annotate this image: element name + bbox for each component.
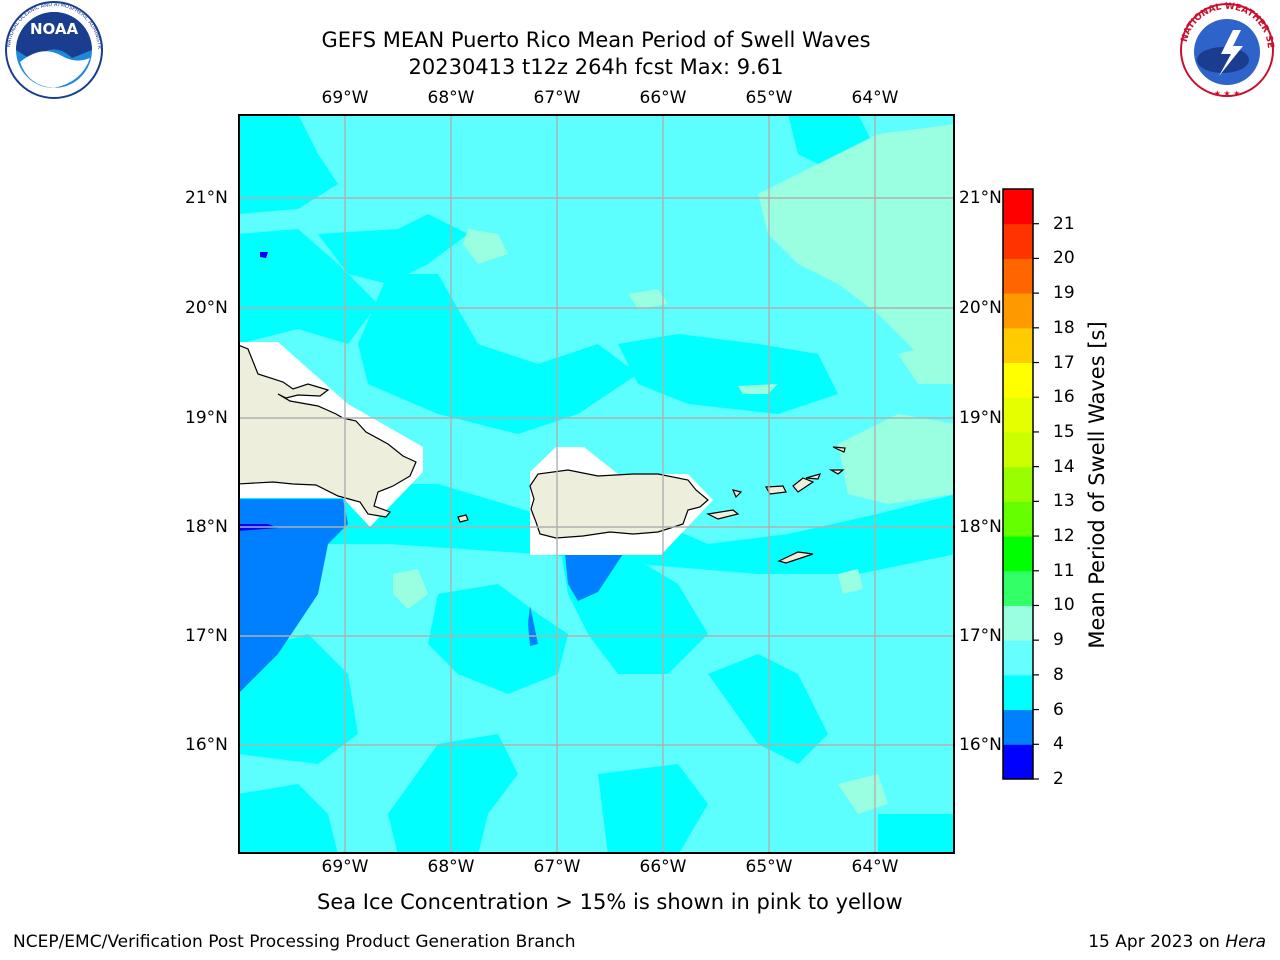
colorbar-bin [1003,501,1033,537]
nws-logo: NATIONAL WEATHER SERVICE ★ ★ ★ [1177,0,1275,98]
colorbar-tick-label: 4 [1053,734,1064,755]
colorbar-tick-label: 9 [1053,630,1064,651]
lat-label-left: 20°N [185,298,228,318]
lon-label-top: 66°W [639,88,687,108]
colorbar-bin [1003,397,1033,433]
colorbar-bin [1003,640,1033,676]
colorbar [1002,188,1039,780]
lon-label-bottom: 64°W [851,857,899,877]
title-line-2: 20230413 t12z 264h fcst Max: 9.61 [408,55,784,79]
land-mona-island [457,514,469,523]
lat-label-left: 18°N [185,517,228,537]
lat-label-right: 18°N [959,517,1002,537]
colorbar-tick-label: 11 [1053,560,1075,581]
contour-9-10 [758,124,954,374]
title-line-1: GEFS MEAN Puerto Rico Mean Period of Swe… [321,28,871,52]
colorbar-tick-label: 17 [1053,352,1075,373]
colorbar-bin [1003,536,1033,572]
contour-4-6 [239,499,348,693]
land-hispaniola [239,344,417,518]
lat-label-right: 20°N [959,298,1002,318]
colorbar-label: Mean Period of Swell Waves [s] [1085,321,1109,649]
footer-host: Hera [1225,932,1266,952]
svg-text:NOAA: NOAA [30,20,79,38]
lat-label-left: 19°N [185,408,228,428]
colorbar-bin [1003,709,1033,745]
colorbar-bin [1003,466,1033,502]
lon-label-top: 69°W [321,88,369,108]
colorbar-tick-label: 20 [1053,248,1075,269]
colorbar-bin [1003,293,1033,329]
lat-label-right: 17°N [959,626,1002,646]
lat-label-left: 17°N [185,626,228,646]
colorbar-bin [1003,258,1033,294]
colorbar-tick-label: 10 [1053,595,1075,616]
colorbar-bin [1003,189,1033,225]
lon-label-bottom: 69°W [321,857,369,877]
lon-label-top: 67°W [533,88,581,108]
lon-label-top: 65°W [745,88,793,108]
colorbar-bin [1003,327,1033,364]
colorbar-tick-label: 12 [1053,526,1075,547]
colorbar-bin [1003,362,1033,398]
colorbar-bin [1003,431,1033,468]
colorbar-tick-label: 8 [1053,664,1064,685]
land-virgin-islands [706,446,846,564]
colorbar-tick-label: 6 [1053,699,1064,720]
lon-label-bottom: 67°W [533,857,581,877]
colorbar-tick-label: 21 [1053,213,1075,234]
colorbar-bin [1003,605,1033,641]
lon-label-bottom: 66°W [639,857,687,877]
colorbar-tick-label: 2 [1053,769,1064,789]
noaa-logo: NOAA NATIONAL OCEANIC AND ATMOSPHERIC AD… [2,0,103,99]
contour-6-8-north [239,115,338,214]
colorbar-tick-label: 18 [1053,317,1075,338]
swell-period-map [238,114,955,854]
lon-label-top: 68°W [427,88,475,108]
footer-date: 15 Apr 2023 on Hera [1088,932,1266,952]
colorbar-bin [1003,223,1033,259]
lat-label-right: 19°N [959,408,1002,428]
colorbar-tick-label: 13 [1053,491,1075,512]
colorbar-frame [1002,188,1034,780]
svg-text:★ ★ ★: ★ ★ ★ [1214,89,1241,98]
map-frame [238,114,955,854]
lat-label-left: 16°N [185,735,228,755]
colorbar-bin [1003,744,1033,780]
footer-credit: NCEP/EMC/Verification Post Processing Pr… [13,932,576,952]
lon-label-bottom: 65°W [745,857,793,877]
lat-label-right: 16°N [959,735,1002,755]
lon-label-top: 64°W [851,88,899,108]
lat-label-right: 21°N [959,188,1002,208]
lat-label-left: 21°N [185,188,228,208]
lon-label-bottom: 68°W [427,857,475,877]
sea-ice-caption: Sea Ice Concentration > 15% is shown in … [317,890,903,914]
colorbar-tick-label: 14 [1053,456,1075,477]
colorbar-tick-label: 16 [1053,387,1075,408]
grid-lines [239,115,954,853]
colorbar-bin [1003,674,1033,711]
colorbar-tick-label: 19 [1053,283,1075,304]
colorbar-tick-label: 15 [1053,421,1075,442]
colorbar-bin [1003,570,1033,606]
